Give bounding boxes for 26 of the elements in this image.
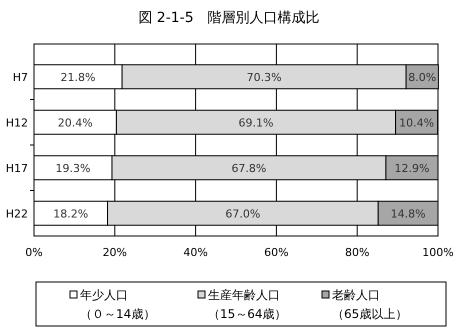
text: 18.2% — [53, 207, 88, 220]
x-tick-label: 60% — [264, 246, 289, 259]
x-tick-label: 20% — [102, 246, 128, 259]
y-tick-label: H17 — [6, 162, 28, 175]
text: 69.1% — [238, 116, 274, 130]
y-tick-label: H22 — [6, 207, 28, 220]
legend-label: 老齢人口（65歳以上） — [332, 288, 408, 321]
text: 8.0% — [408, 70, 436, 84]
text: 70.3% — [246, 70, 282, 84]
chart-title: 図 2-1-5 階層別人口構成比 — [138, 10, 320, 26]
x-tick-label: 80% — [344, 246, 370, 259]
text: 21.8% — [60, 70, 96, 84]
x-tick-label: 0% — [25, 246, 43, 259]
text: 67.8% — [231, 162, 266, 175]
text: 20.4% — [58, 116, 93, 130]
text: 14.8% — [390, 207, 426, 220]
legend-label: 生産年齢人口（15～64歳） — [208, 288, 287, 321]
text: 67.0% — [225, 207, 260, 220]
text: 19.3% — [56, 162, 90, 175]
y-tick-label: H7 — [12, 70, 28, 84]
x-tick-label: 100% — [422, 246, 454, 259]
legend-label: 年少人口（０～14歳） — [80, 288, 156, 321]
x-tick-label: 40% — [183, 246, 208, 259]
text: 12.9% — [394, 162, 430, 175]
text: 10.4% — [399, 116, 434, 130]
y-tick-label: H12 — [6, 116, 28, 130]
